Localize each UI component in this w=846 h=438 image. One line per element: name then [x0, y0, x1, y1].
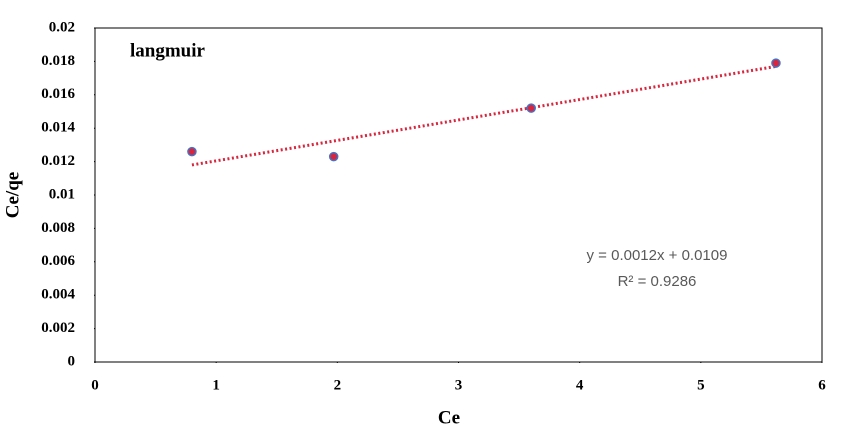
x-tick-label: 4	[576, 377, 584, 393]
trendline	[191, 64, 777, 167]
y-tick-label: 0.006	[41, 253, 75, 269]
y-tick-label: 0.014	[41, 120, 75, 136]
r-squared: R² = 0.9286	[618, 273, 697, 290]
y-tick-label: 0.012	[41, 153, 75, 169]
x-tick-label: 0	[91, 377, 99, 393]
x-axis-label: Ce	[438, 407, 460, 428]
y-tick-label: 0.002	[41, 320, 75, 336]
x-tick-label: 6	[818, 377, 826, 393]
x-tick-label: 1	[212, 377, 220, 393]
point	[771, 58, 781, 68]
y-tick-label: 0.01	[49, 186, 75, 202]
point	[187, 146, 197, 157]
y-tick-label: 0	[68, 353, 76, 369]
chart-title: langmuir	[130, 40, 206, 61]
point	[526, 103, 536, 113]
y-tick-label: 0.008	[41, 220, 75, 236]
y-tick-label: 0.02	[49, 19, 75, 35]
x-tick-label: 2	[334, 377, 342, 393]
y-axis-label: Ce/qe	[2, 172, 23, 218]
equation: y = 0.0012x + 0.0109	[587, 247, 728, 264]
y-tick-label: 0.018	[41, 53, 75, 69]
x-tick-label: 5	[697, 377, 705, 393]
point	[328, 151, 339, 162]
y-tick-label: 0.016	[41, 86, 75, 102]
x-tick-label: 3	[455, 377, 463, 393]
y-tick-label: 0.004	[41, 287, 75, 303]
